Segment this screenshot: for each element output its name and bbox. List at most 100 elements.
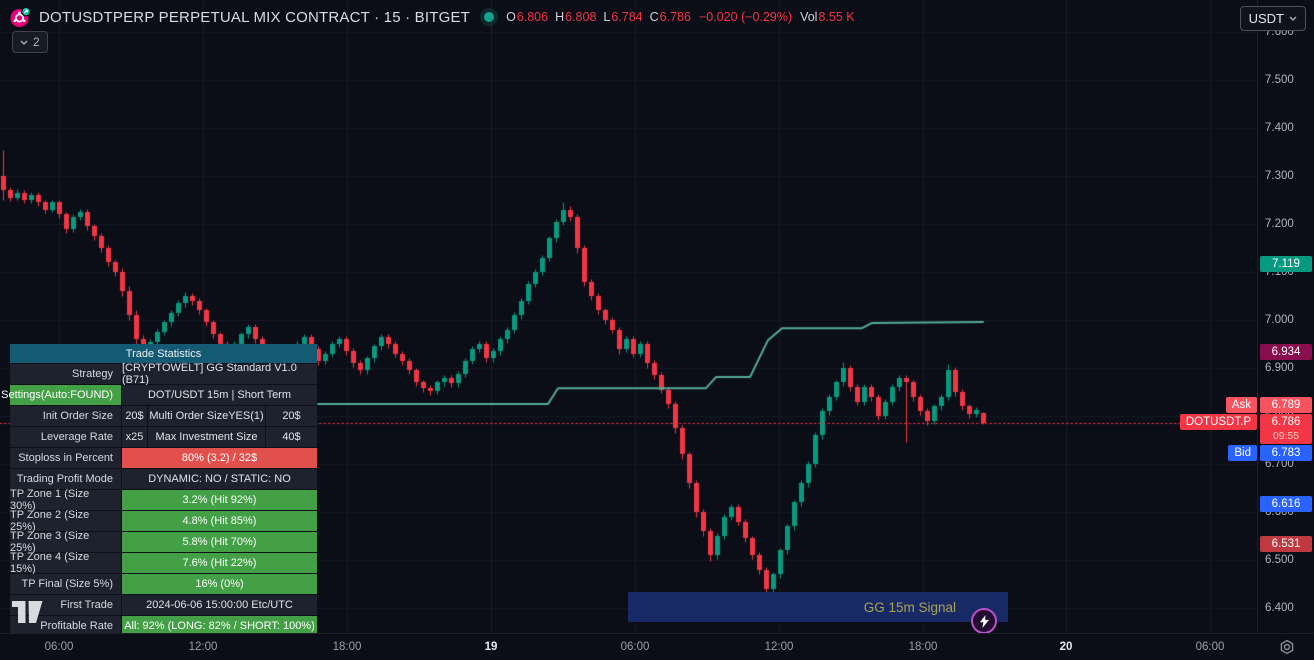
table-row-label: Trading Profit Mode	[10, 469, 122, 489]
time-tick-label: 20	[1059, 641, 1073, 653]
table-cell: Multi Order SizeYES(1)	[148, 406, 266, 426]
table-row-label: TP Zone 2 (Size 25%)	[10, 509, 122, 533]
price-level-badge: 7.119	[1260, 256, 1312, 272]
change-value: −0.020 (−0.29%)	[698, 10, 793, 24]
market-status-icon[interactable]	[484, 12, 495, 22]
volume-label: Vol	[800, 10, 818, 24]
current-price-value: 6.786	[1271, 416, 1301, 428]
tradingview-logo[interactable]	[12, 601, 48, 623]
currency-unit-label: USDT	[1248, 11, 1284, 26]
table-cell: 20$	[266, 406, 317, 426]
symbol-logo	[10, 6, 31, 28]
time-tick-label: 18:00	[332, 641, 362, 653]
table-cell: 4.8% (Hit 85%)	[122, 511, 317, 531]
currency-unit-button[interactable]: USDT	[1239, 6, 1306, 31]
ohlc-item: O 6.806	[506, 10, 548, 24]
price-level-badge: 6.531	[1260, 536, 1312, 552]
current-price-badge: 6.786 09:55	[1260, 414, 1312, 444]
table-row: Strategy [CRYPTOWELT] GG Standard V1.0 (B…	[10, 362, 317, 386]
table-row: TP Final (Size 5%) 16% (0%)	[10, 574, 317, 595]
ohlc-value: 6.808	[565, 10, 597, 24]
indicator-count: 2	[33, 35, 40, 49]
price-axis[interactable]: 7.600 7.500 7.400 7.300 7.200 7.100 7.000 6.900…	[1257, 0, 1314, 633]
ohlc-item: L 6.784	[603, 10, 642, 24]
price-tick-label: 6.400	[1265, 602, 1294, 614]
time-tick-label: 12:00	[764, 641, 794, 653]
price-tick-label: 7.500	[1265, 74, 1294, 86]
table-cell: 80% (3.2) / 32$	[122, 448, 317, 468]
table-row-label: TP Zone 4 (Size 15%)	[10, 551, 122, 575]
price-tick-label: 6.900	[1265, 362, 1294, 374]
table-row: Stoploss in Percent 80% (3.2) / 32$	[10, 448, 317, 469]
price-tick-label: 7.000	[1265, 314, 1294, 326]
ohlc-item: C 6.786	[650, 10, 691, 24]
table-cell: DYNAMIC: NO / STATIC: NO	[122, 469, 317, 489]
table-cell: 2024-06-06 15:00:00 Etc/UTC	[122, 595, 317, 615]
axis-settings-gear-icon[interactable]	[1279, 639, 1295, 655]
table-row: Settings(Auto:FOUND) DOT/USDT 15m | Short…	[1, 385, 317, 406]
table-row: Leverage Rate x25 Max Investment Size 40$	[10, 427, 317, 448]
table-cell: 20$	[122, 406, 148, 426]
price-tick-label: 6.700	[1265, 458, 1294, 470]
ask-label: Ask	[1225, 397, 1257, 413]
price-tick-label: 7.400	[1265, 122, 1294, 134]
chart-pane[interactable]: GG 15m Signal Ask DOTUSDT.P Bid Trade Stat…	[0, 0, 1257, 633]
table-cell: All: 92% (LONG: 82% / SHORT: 100%)	[122, 616, 317, 633]
price-level-badge: 6.934	[1260, 344, 1312, 360]
price-tick-label: 7.300	[1265, 170, 1294, 182]
table-cell: 16% (0%)	[122, 574, 317, 594]
table-cell: DOT/USDT 15m | Short Term	[122, 385, 317, 405]
bar-countdown: 09:55	[1272, 430, 1300, 442]
table-row: TP Zone 3 (Size 25%) 5.8% (Hit 70%)	[10, 530, 317, 554]
ohlc-value: 6.784	[611, 10, 643, 24]
table-cell: [CRYPTOWELT] GG Standard V1.0 (B71)	[122, 362, 317, 386]
price-level-badge: 6.616	[1260, 496, 1312, 512]
table-row-label: Settings(Auto:FOUND)	[1, 385, 122, 405]
symbol-title[interactable]: DOTUSDTPERP PERPETUAL MIX CONTRACT · 15 …	[39, 8, 471, 26]
indicator-collapse-button[interactable]: 2	[12, 31, 48, 53]
table-row-label: TP Final (Size 5%)	[10, 574, 122, 594]
signal-banner: GG 15m Signal	[628, 592, 1008, 622]
time-tick-label: 06:00	[44, 641, 74, 653]
ohlc-label: O	[506, 10, 516, 24]
table-cell: 3.2% (Hit 92%)	[122, 490, 317, 510]
ohlc-label: L	[603, 10, 611, 24]
table-row-label: Strategy	[10, 364, 122, 384]
table-row-label: TP Zone 1 (Size 30%)	[10, 488, 122, 512]
table-cell: x25	[122, 427, 148, 447]
ohlc-value: 6.786	[659, 10, 691, 24]
price-tick-label: 6.500	[1265, 554, 1294, 566]
ohlc-values: O 6.806 H 6.808 L 6.784 C 6.786	[506, 10, 691, 24]
table-row-label: Stoploss in Percent	[10, 448, 122, 468]
ohlc-item: H 6.808	[555, 10, 596, 24]
time-tick-label: 06:00	[620, 641, 650, 653]
table-row-label: Init Order Size	[10, 406, 122, 426]
table-row: Init Order Size 20$ Multi Order SizeYES(1)…	[10, 406, 317, 427]
table-row: Trading Profit Mode DYNAMIC: NO / STATIC:…	[10, 469, 317, 490]
chart-legend: DOTUSDTPERP PERPETUAL MIX CONTRACT · 15 …	[10, 5, 855, 29]
ohlc-value: 6.806	[516, 10, 549, 24]
price-tick-label: 7.200	[1265, 218, 1294, 230]
table-row: TP Zone 1 (Size 30%) 3.2% (Hit 92%)	[10, 488, 317, 512]
table-cell: Max Investment Size	[148, 427, 266, 447]
bid-label: Bid	[1228, 445, 1257, 461]
volume-value: 8.55 K	[818, 10, 855, 24]
table-row-label: TP Zone 3 (Size 25%)	[10, 530, 122, 554]
price-level-badge: 6.783	[1260, 445, 1312, 461]
ohlc-label: H	[555, 10, 565, 24]
time-tick-label: 19	[484, 641, 498, 653]
table-cell: 5.8% (Hit 70%)	[122, 532, 317, 552]
time-tick-label: 06:00	[1195, 641, 1225, 653]
table-row: TP Zone 4 (Size 15%) 7.6% (Hit 22%)	[10, 551, 317, 575]
symbol-price-line-label: DOTUSDT.P	[1179, 414, 1257, 430]
table-cell: 7.6% (Hit 22%)	[122, 553, 317, 573]
trade-statistics-table: Trade Statistics Strategy [CRYPTOWELT] GG…	[1, 344, 317, 633]
lightning-icon	[971, 608, 997, 633]
table-row: First Trade 2024-06-06 15:00:00 Etc/UTC	[10, 595, 317, 616]
volume-readout: Vol8.55 K	[800, 10, 855, 24]
table-row-label: Profitable Rate	[10, 616, 122, 633]
time-tick-label: 12:00	[188, 641, 218, 653]
table-row: Profitable Rate All: 92% (LONG: 82% / SHO…	[10, 616, 317, 633]
time-axis[interactable]: 06:00 12:00 18:00 19 06:00 12:00 18:00 20 06:00	[0, 633, 1314, 660]
